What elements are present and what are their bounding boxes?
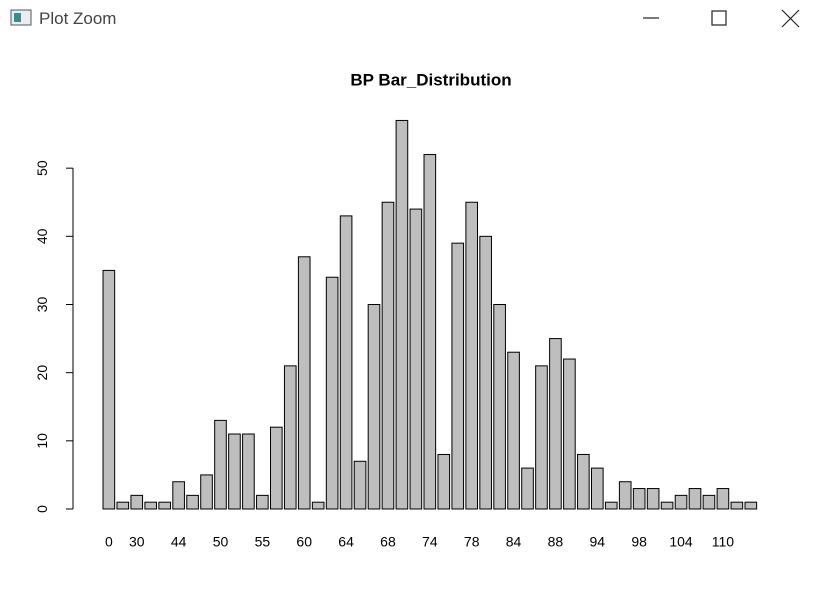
bar [325, 276, 339, 510]
y-tick-label: 50 [34, 160, 50, 176]
bar [660, 501, 674, 510]
x-tick-label: 68 [380, 534, 396, 550]
bar [563, 358, 576, 510]
y-tick-label: 30 [34, 297, 50, 313]
x-tick-label: 0 [105, 534, 113, 550]
bar [269, 426, 283, 510]
bar [604, 501, 618, 510]
bar [521, 467, 534, 510]
bar [297, 256, 311, 510]
window-title: Plot Zoom [39, 9, 117, 28]
x-tick-label: 98 [631, 534, 647, 550]
bar [507, 351, 520, 510]
bar [339, 215, 353, 510]
bar [493, 304, 506, 510]
x-tick-label: 104 [669, 534, 693, 550]
bar [479, 235, 492, 510]
bar [102, 269, 116, 510]
bar [744, 501, 758, 510]
bar [186, 494, 199, 510]
bar [632, 488, 646, 510]
x-tick-label: 110 [712, 534, 735, 550]
y-tick-label: 0 [34, 505, 50, 513]
bar [158, 501, 171, 510]
bar [409, 208, 423, 510]
bar [590, 467, 604, 510]
bar [214, 419, 227, 510]
bar [256, 494, 269, 510]
bar [116, 501, 130, 510]
bar [702, 494, 716, 510]
bar [577, 453, 590, 510]
bar [381, 201, 395, 510]
title-bar-icons [10, 9, 800, 28]
chart: BP Bar_Distribution 0 10 20 30 40 50 0 30 44 50 55… [34, 70, 758, 550]
bar [172, 481, 185, 510]
app-icon-inner [14, 13, 21, 22]
x-tick-label: 44 [171, 534, 187, 550]
bar [353, 460, 367, 510]
bar [311, 501, 325, 510]
x-tick-label: 88 [548, 534, 564, 550]
bar [200, 474, 213, 510]
bar [535, 365, 548, 510]
bar [716, 488, 730, 510]
y-tick-label: 10 [34, 433, 50, 449]
bar [367, 304, 381, 510]
bar [688, 488, 702, 510]
x-tick-label: 74 [422, 534, 438, 550]
bar [242, 433, 255, 510]
title-bar: Plot Zoom [0, 0, 825, 38]
bar [228, 433, 241, 510]
y-tick-label: 40 [34, 228, 50, 244]
bar [283, 365, 297, 510]
bar [395, 119, 409, 510]
bar [674, 494, 688, 510]
bar [144, 501, 158, 510]
x-tick-label: 64 [338, 534, 354, 550]
bar [549, 338, 562, 510]
close-button[interactable] [781, 9, 800, 28]
bar [618, 481, 632, 510]
bar [730, 501, 744, 510]
y-tick-label: 20 [34, 365, 50, 381]
x-tick-label: 78 [464, 534, 480, 550]
chart-title: BP Bar_Distribution [350, 70, 511, 89]
x-tick-label: 30 [129, 534, 145, 550]
bar [646, 488, 660, 510]
bar [465, 201, 479, 510]
x-tick-label: 55 [255, 534, 271, 550]
maximize-button[interactable] [711, 10, 727, 26]
bar [437, 453, 451, 510]
bar [130, 494, 144, 510]
x-tick-label: 60 [296, 534, 312, 550]
bar [423, 154, 437, 510]
x-tick-label: 94 [590, 534, 606, 550]
x-tick-label: 84 [506, 534, 522, 550]
x-tick-label: 50 [213, 534, 229, 550]
bar [451, 242, 465, 510]
